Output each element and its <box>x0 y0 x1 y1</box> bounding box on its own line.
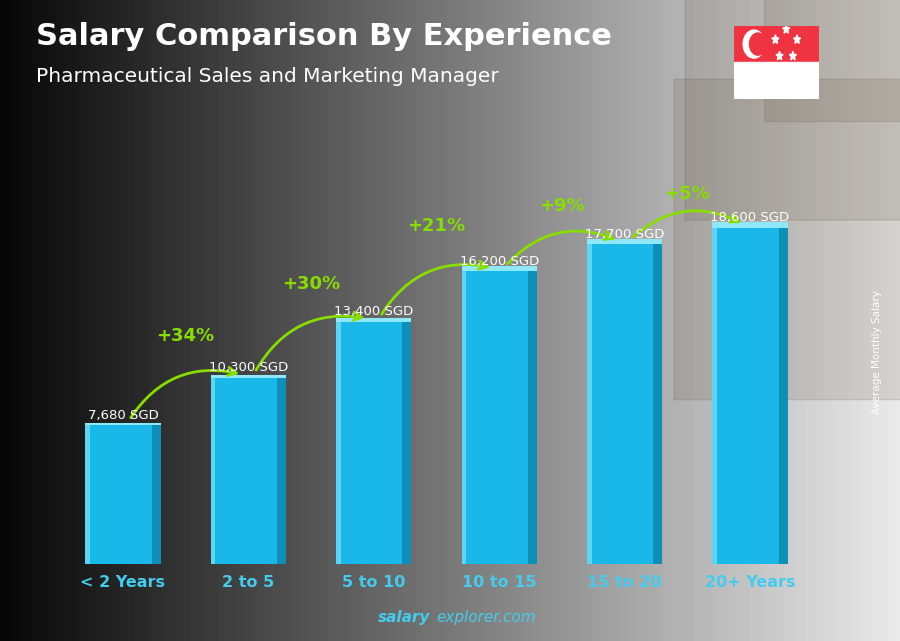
Text: 18,600 SGD: 18,600 SGD <box>710 212 789 224</box>
Bar <box>211 375 286 378</box>
Bar <box>778 228 788 564</box>
Text: Salary Comparison By Experience: Salary Comparison By Experience <box>36 22 612 51</box>
Circle shape <box>750 33 767 55</box>
Bar <box>527 271 536 564</box>
Bar <box>337 322 341 564</box>
Bar <box>653 244 662 564</box>
Bar <box>713 222 788 228</box>
Bar <box>713 228 717 564</box>
Polygon shape <box>789 51 796 60</box>
Bar <box>734 26 819 62</box>
Bar <box>86 422 160 426</box>
Polygon shape <box>794 35 801 44</box>
Text: +34%: +34% <box>157 328 215 345</box>
Text: 7,680 SGD: 7,680 SGD <box>87 409 158 422</box>
Bar <box>402 322 411 564</box>
Bar <box>713 228 788 564</box>
Text: Pharmaceutical Sales and Marketing Manager: Pharmaceutical Sales and Marketing Manag… <box>36 67 499 87</box>
Bar <box>337 322 411 564</box>
FancyBboxPatch shape <box>753 0 900 163</box>
Text: +9%: +9% <box>539 197 585 215</box>
Text: salary: salary <box>378 610 430 625</box>
Circle shape <box>743 30 765 58</box>
Text: Average Monthly Salary: Average Monthly Salary <box>872 290 883 415</box>
Text: 16,200 SGD: 16,200 SGD <box>460 255 539 268</box>
Bar <box>211 378 215 564</box>
Text: explorer.com: explorer.com <box>436 610 536 625</box>
Polygon shape <box>776 51 783 60</box>
Bar <box>462 271 536 564</box>
Polygon shape <box>772 35 778 44</box>
Bar <box>151 426 160 564</box>
Bar <box>462 266 536 271</box>
Text: +21%: +21% <box>408 217 465 235</box>
Text: +30%: +30% <box>282 275 340 293</box>
Text: +5%: +5% <box>664 185 710 203</box>
Text: 10,300 SGD: 10,300 SGD <box>209 362 288 374</box>
Bar <box>587 244 662 564</box>
Bar <box>462 271 466 564</box>
FancyBboxPatch shape <box>544 56 860 376</box>
Bar <box>211 378 286 564</box>
Bar <box>337 318 411 322</box>
Polygon shape <box>783 24 789 33</box>
Bar <box>587 238 662 244</box>
Text: 13,400 SGD: 13,400 SGD <box>334 305 413 319</box>
Bar <box>277 378 286 564</box>
Bar <box>734 62 819 99</box>
Bar <box>86 426 90 564</box>
Bar <box>86 426 160 564</box>
FancyBboxPatch shape <box>685 0 900 220</box>
Text: 17,700 SGD: 17,700 SGD <box>585 228 664 241</box>
Bar <box>587 244 591 564</box>
